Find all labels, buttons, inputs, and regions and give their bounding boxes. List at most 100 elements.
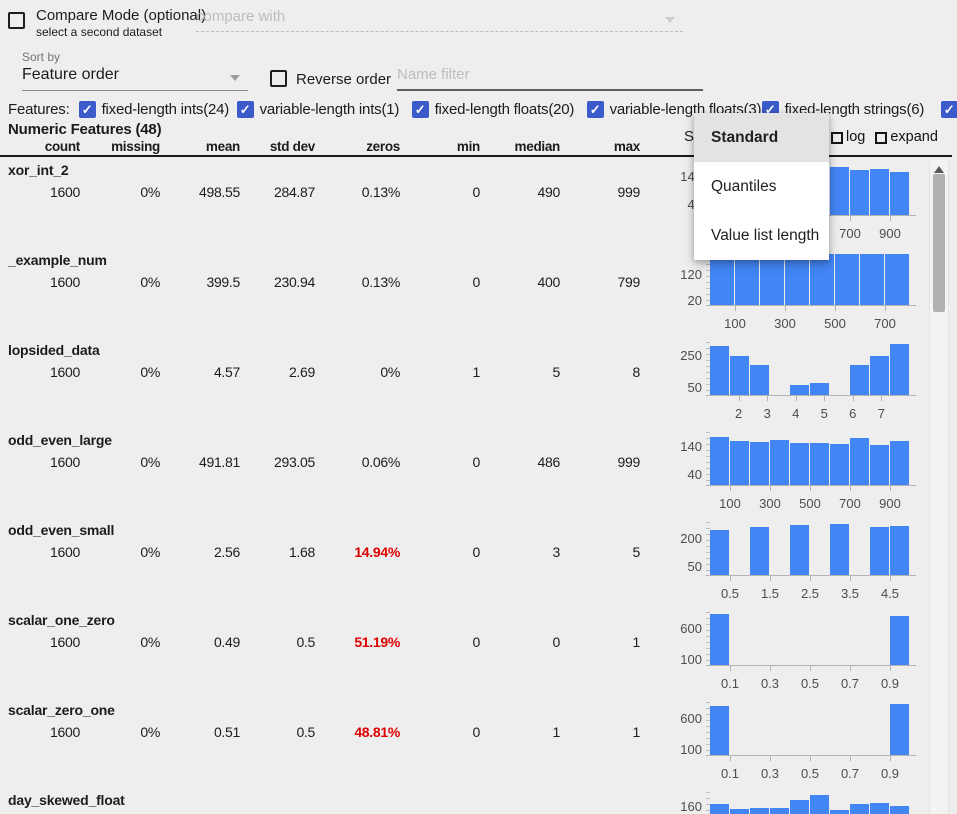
x-tick-label: 500 [799, 496, 821, 511]
stat-zeros: 48.81% [354, 724, 400, 740]
x-tick-label: 100 [724, 316, 746, 331]
histogram-bar[interactable] [735, 254, 759, 305]
histogram-bar[interactable] [835, 254, 859, 305]
x-tick-label: 0.3 [760, 676, 780, 691]
col-header-mean[interactable]: mean [205, 139, 240, 154]
histogram-bar[interactable] [870, 356, 889, 395]
histogram-bar[interactable] [810, 254, 834, 305]
col-header-max[interactable]: max [613, 139, 640, 154]
x-tick-mark [810, 486, 811, 491]
menu-item-quantiles[interactable]: Quantiles [711, 177, 777, 195]
histogram-bar[interactable] [810, 383, 829, 395]
stat-count: 1600 [50, 454, 80, 470]
histogram-bar[interactable] [750, 527, 769, 575]
feature-histogram[interactable]: 120 20 100 300 500 700 [660, 248, 922, 338]
scrollbar-up-icon[interactable] [934, 166, 944, 173]
histogram-bar[interactable] [790, 385, 809, 395]
histogram-bar[interactable] [710, 706, 729, 755]
menu-item-standard[interactable]: Standard [694, 113, 829, 162]
histogram-bar[interactable] [850, 170, 869, 215]
histogram-bar[interactable] [890, 526, 909, 575]
dropdown-arrow-icon[interactable] [230, 75, 240, 81]
x-tick-label: 0.9 [880, 676, 900, 691]
col-header-stddev[interactable]: std dev [269, 139, 315, 154]
feature-type-fixed-floats[interactable]: fixed-length floats(20) [411, 100, 587, 118]
dropdown-arrow-icon[interactable] [665, 17, 675, 23]
compare-with-input[interactable] [196, 8, 683, 31]
histogram-bar[interactable] [830, 167, 849, 215]
histogram-bar[interactable] [710, 254, 734, 305]
histogram-bar[interactable] [750, 808, 769, 814]
histogram-bar[interactable] [790, 800, 809, 814]
sort-by-select[interactable]: Feature order [22, 64, 248, 91]
histogram-bar[interactable] [730, 356, 749, 395]
histogram-bar[interactable] [870, 169, 889, 215]
histogram-bar[interactable] [750, 442, 769, 485]
histogram-bar[interactable] [750, 365, 769, 395]
col-header-missing[interactable]: missing [111, 139, 160, 154]
log-checkbox[interactable]: log [831, 129, 865, 145]
histogram-bar[interactable] [860, 254, 884, 305]
expand-checkbox[interactable]: expand [875, 129, 938, 145]
compare-with-field[interactable] [196, 8, 683, 32]
histogram-bar[interactable] [810, 443, 829, 485]
histogram-bar[interactable] [850, 804, 869, 814]
feature-histogram[interactable]: 250 50 2 3 4 5 6 7 [660, 338, 922, 428]
feature-type-variable-strings[interactable] [940, 100, 957, 118]
feature-histogram[interactable]: 600 100 0.1 0.3 0.5 0.7 0.9 [660, 608, 922, 698]
reverse-order-checkbox[interactable] [270, 70, 287, 87]
feature-histogram[interactable]: 160 [660, 788, 922, 814]
histogram-bar[interactable] [770, 808, 789, 814]
histogram-bar[interactable] [790, 443, 809, 485]
col-header-count[interactable]: count [44, 139, 81, 154]
histogram-bar[interactable] [890, 704, 909, 755]
histogram-bar[interactable] [710, 530, 729, 575]
histogram-bar[interactable] [790, 525, 809, 575]
col-header-zeros[interactable]: zeros [366, 139, 400, 154]
histogram-bar[interactable] [810, 795, 829, 814]
histogram-bar[interactable] [710, 437, 729, 485]
col-header-median[interactable]: median [514, 139, 561, 154]
feature-type-variable-ints[interactable]: variable-length ints(1) [236, 100, 412, 118]
histogram-bar[interactable] [830, 444, 849, 485]
histogram-bar[interactable] [890, 344, 909, 395]
histogram-bar[interactable] [850, 365, 869, 395]
histogram-bar[interactable] [785, 254, 809, 305]
histogram-bar[interactable] [730, 441, 749, 485]
histogram-bar[interactable] [710, 804, 729, 814]
histogram-bar[interactable] [850, 438, 869, 485]
col-header-min[interactable]: min [456, 139, 480, 154]
histogram-bar[interactable] [870, 445, 889, 485]
feature-row: scalar_one_zero 1600 0% 0.49 0.5 51.19% 0 0 1 600… [0, 608, 957, 698]
histogram-bar[interactable] [870, 527, 889, 575]
x-tick-mark [735, 306, 736, 311]
histogram-bar[interactable] [885, 254, 909, 305]
histogram-bar[interactable] [890, 616, 909, 665]
histogram-bar[interactable] [870, 803, 889, 814]
histogram-bar[interactable] [760, 254, 784, 305]
histogram-bar[interactable] [890, 441, 909, 485]
feature-histogram[interactable]: 200 50 0.5 1.5 2.5 3.5 4.5 [660, 518, 922, 608]
feature-type-fixed-ints[interactable]: fixed-length ints(24) [78, 100, 237, 118]
histogram-bar[interactable] [830, 524, 849, 575]
histogram-bar[interactable] [770, 440, 789, 485]
histogram-bar[interactable] [730, 809, 749, 814]
y-tick-label: 50 [687, 380, 702, 395]
histogram-bar[interactable] [890, 172, 909, 215]
histogram-bar[interactable] [710, 614, 729, 665]
y-tick-label: 20 [687, 293, 702, 308]
scrollbar-thumb[interactable] [933, 174, 945, 312]
feature-histogram[interactable]: 600 100 0.1 0.3 0.5 0.7 0.9 [660, 698, 922, 788]
name-filter-field[interactable] [397, 66, 703, 91]
menu-item-value-list-length[interactable]: Value list length [711, 226, 820, 244]
compare-mode-checkbox[interactable] [8, 12, 25, 29]
histogram-bar[interactable] [890, 806, 909, 814]
vertical-scrollbar[interactable] [929, 160, 949, 814]
histogram-bar[interactable] [710, 346, 729, 395]
x-tick-label: 0.5 [720, 586, 740, 601]
feature-histogram[interactable]: 140 40 100 300 500 700 900 [660, 428, 922, 518]
histogram-bar[interactable] [830, 810, 849, 814]
feature-row: scalar_zero_one 1600 0% 0.51 0.5 48.81% 0 1 1 600… [0, 698, 957, 788]
name-filter-input[interactable] [397, 66, 703, 89]
x-tick-mark [767, 396, 769, 401]
